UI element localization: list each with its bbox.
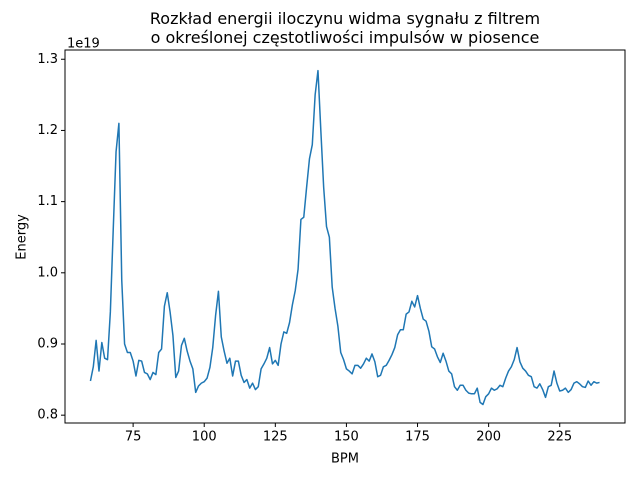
x-tick-label: 75	[125, 430, 142, 445]
chart-title: Rozkład energii iloczynu widma sygnału z…	[149, 9, 541, 47]
y-tick-label: 1.1	[37, 194, 58, 209]
y-tick-label: 0.8	[37, 408, 58, 423]
x-tick-label: 175	[405, 430, 430, 445]
y-tick-label: 1.3	[37, 52, 58, 67]
axes-frame	[64, 49, 626, 424]
x-tick-label: 125	[263, 430, 288, 445]
y-tick-label: 1.0	[37, 265, 58, 280]
x-tick-label: 200	[476, 430, 501, 445]
y-tick-label: 0.9	[37, 336, 58, 351]
y-axis-label: Energy	[15, 214, 30, 260]
x-axis-label: BPM	[331, 452, 359, 467]
x-tick-label: 100	[192, 430, 217, 445]
x-tick-label: 150	[334, 430, 359, 445]
x-tick-label: 225	[547, 430, 572, 445]
y-offset-label: 1e19	[67, 37, 100, 52]
data-line	[89, 69, 600, 406]
y-tick-label: 1.2	[37, 123, 58, 138]
